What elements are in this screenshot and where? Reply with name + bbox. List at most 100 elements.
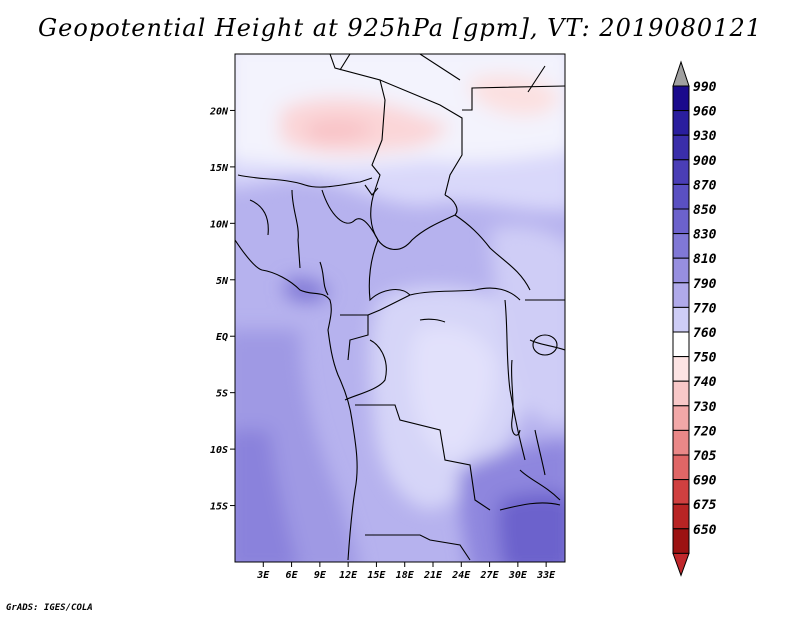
colorbar-under-arrow (672, 552, 690, 577)
border-north-2 (339, 54, 351, 71)
colorbar-swatch (672, 233, 690, 259)
border-congo-car (367, 294, 411, 316)
plot-frame (234, 53, 566, 563)
colorbar-swatch (672, 257, 690, 284)
red-sea-coast (527, 65, 546, 93)
field-region-atlantic-deep (235, 430, 298, 562)
lake-victoria (532, 334, 558, 356)
y-tick-label: 5S (216, 389, 228, 400)
border-nigeria-niger (321, 189, 379, 241)
colorbar: 990 960 930 900 870 850 830 810 790 770 760 750 740 7… (672, 60, 717, 577)
colorbar-swatch (672, 306, 690, 333)
field-region-northeast-high (469, 75, 560, 116)
border-north-1 (419, 54, 461, 81)
colorbar-swatch (672, 331, 690, 358)
field-region-gulf (285, 278, 330, 303)
colorbar-swatch (672, 110, 690, 136)
colorbar-label: 675 (693, 498, 717, 513)
river-congo (419, 318, 446, 323)
field-region-southeast-core (497, 492, 565, 562)
colorbar-swatch (672, 454, 690, 481)
country-borders (235, 54, 565, 561)
field-region-congo-core (410, 326, 496, 460)
border-kenya-tanzania (529, 339, 565, 351)
border-chad-libya (379, 79, 463, 196)
lake-malawi (534, 429, 546, 476)
lake-chad (364, 184, 379, 196)
colorbar-swatch (672, 405, 690, 431)
border-cameroon-coast (319, 261, 329, 296)
colorbar-label: 720 (693, 424, 717, 439)
x-tick-label: 3E (256, 570, 270, 581)
x-tick-label: 24E (451, 570, 471, 581)
x-tick-label: 27E (480, 570, 500, 581)
colorbar-swatch (672, 134, 690, 161)
border-westcoast-2 (291, 189, 301, 269)
y-axis: 20N 15N 10N 5N EQ 5S 10S 15S (209, 106, 235, 513)
colorbar-label: 750 (693, 351, 717, 366)
border-car-west (368, 239, 411, 302)
colorbar-label: 650 (693, 523, 717, 538)
colorbar-swatch (672, 208, 690, 235)
border-angola-namibia (365, 534, 471, 561)
colorbar-label: 740 (693, 375, 717, 390)
colorbar-swatch (672, 85, 690, 112)
map-title: Geopotential Height at 925hPa [gpm], VT:… (38, 14, 762, 42)
border-angola-drc (355, 404, 491, 511)
y-tick-label: EQ (216, 332, 228, 343)
colorbar-label: 730 (693, 400, 717, 415)
border-congo-drc (344, 339, 387, 401)
border-mozambique (519, 469, 561, 501)
colorbar-label: 990 (693, 80, 717, 95)
colorbar-label: 760 (693, 326, 717, 341)
colorbar-label: 790 (693, 277, 717, 292)
colorbar-label: 900 (693, 154, 717, 169)
field-region-east (490, 226, 565, 424)
colorbar-swatch (672, 503, 690, 530)
x-axis: 3E 6E 9E 12E 15E 18E 21E 24E 27E 30E 33E (256, 562, 556, 581)
lake-tanganyika (510, 359, 521, 436)
colorbar-swatch (672, 380, 690, 407)
border-niger-west (329, 54, 386, 191)
x-tick-label: 30E (508, 570, 528, 581)
y-tick-label: 15N (210, 163, 229, 174)
colorbar-label: 960 (693, 105, 717, 120)
border-sudan-car (454, 214, 531, 291)
colorbar-swatch (672, 159, 690, 185)
field-region-sahel-core (305, 118, 375, 142)
colorbar-over-arrow (672, 60, 690, 87)
border-sudan-egypt (462, 85, 565, 111)
y-tick-label: 10S (210, 445, 228, 456)
border-westcoast-1 (249, 199, 269, 236)
x-tick-label: 6E (286, 570, 299, 581)
colorbar-label: 850 (693, 203, 717, 218)
colorbar-label: 690 (693, 474, 717, 489)
border-nigeria-cameroon (370, 189, 456, 250)
height-field (235, 54, 565, 562)
colorbar-label: 770 (693, 301, 717, 316)
colorbar-label: 705 (693, 449, 717, 464)
x-tick-label: 9E (314, 570, 327, 581)
x-tick-label: 21E (423, 570, 443, 581)
border-sahel-west (237, 174, 373, 188)
x-tick-label: 33E (536, 570, 556, 581)
border-zambia (499, 502, 561, 511)
x-tick-label: 12E (339, 570, 358, 581)
border-chad-sudan (444, 194, 458, 216)
grads-credit: GrADS: IGES/COLA (6, 603, 93, 613)
border-gabon (340, 314, 369, 361)
atlantic-coastline (235, 239, 358, 561)
colorbar-label: 870 (693, 178, 717, 193)
colorbar-label: 930 (693, 129, 717, 144)
colorbar-label: 810 (693, 252, 717, 267)
colorbar-label: 830 (693, 228, 717, 243)
colorbar-swatch (672, 183, 690, 210)
y-tick-label: 10N (210, 219, 229, 230)
y-tick-label: 20N (209, 106, 229, 117)
y-tick-label: 15S (210, 502, 228, 513)
colorbar-swatch (672, 282, 690, 308)
x-tick-label: 18E (396, 570, 415, 581)
border-car-drc (409, 287, 521, 301)
border-east-lakes (504, 299, 526, 461)
